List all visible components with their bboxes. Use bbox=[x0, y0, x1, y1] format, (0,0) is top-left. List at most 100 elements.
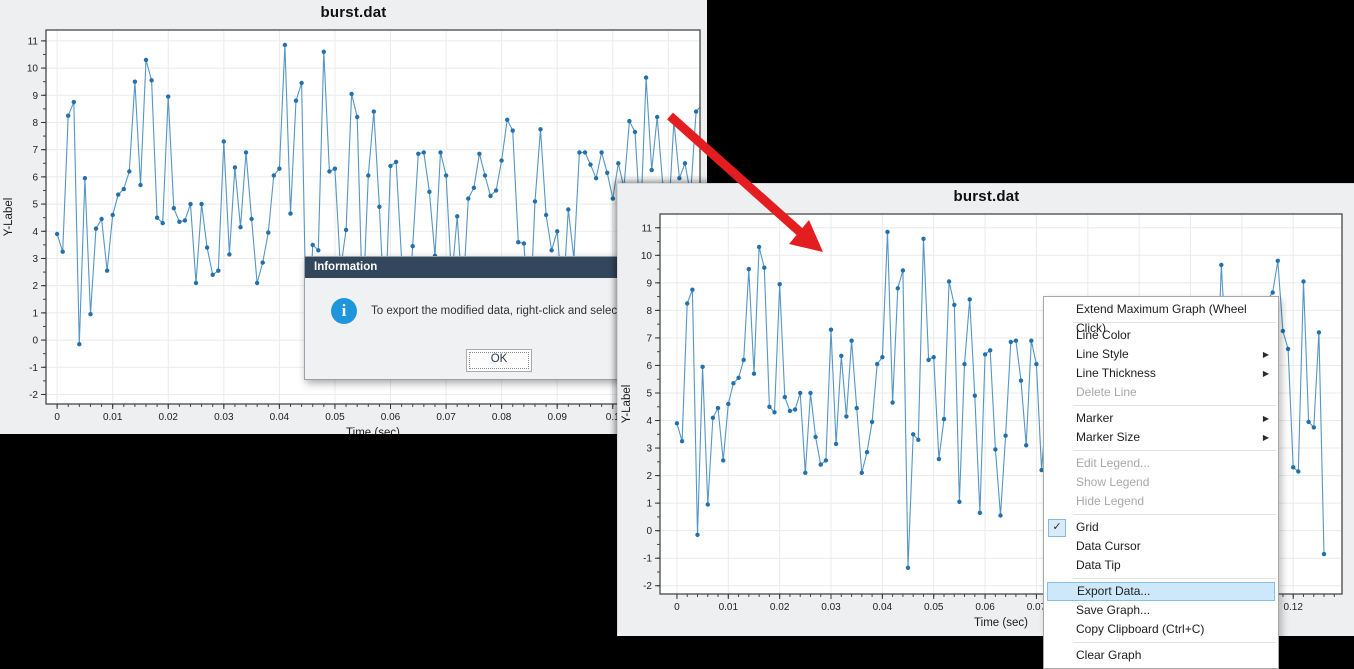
svg-text:0.02: 0.02 bbox=[770, 602, 790, 613]
menu-item-delete-line: Delete Line bbox=[1047, 383, 1275, 402]
svg-text:1: 1 bbox=[646, 499, 652, 510]
svg-text:0: 0 bbox=[646, 526, 652, 537]
svg-text:Y-Label: Y-Label bbox=[621, 385, 633, 424]
svg-text:5: 5 bbox=[646, 388, 652, 399]
svg-text:0.04: 0.04 bbox=[873, 602, 893, 613]
submenu-arrow-icon: ▶ bbox=[1262, 433, 1269, 442]
svg-text:8: 8 bbox=[32, 118, 38, 129]
svg-text:11: 11 bbox=[642, 223, 653, 234]
menu-item-export-data[interactable]: Export Data... bbox=[1047, 582, 1275, 601]
menu-separator bbox=[1073, 405, 1276, 406]
menu-separator bbox=[1073, 322, 1276, 323]
menu-item-label: Data Cursor bbox=[1076, 539, 1141, 553]
menu-item-line-thickness[interactable]: Line Thickness ▶ bbox=[1047, 364, 1275, 383]
menu-item-copy-clipboard-ctrl-c[interactable]: Copy Clipboard (Ctrl+C) bbox=[1047, 620, 1275, 639]
menu-item-data-tip[interactable]: Data Tip bbox=[1047, 556, 1275, 575]
menu-item-save-graph[interactable]: Save Graph... bbox=[1047, 601, 1275, 620]
menu-item-grid[interactable]: ✓ Grid bbox=[1047, 518, 1275, 537]
menu-item-label: Grid bbox=[1076, 520, 1099, 534]
menu-item-line-color[interactable]: Line Color bbox=[1047, 326, 1275, 345]
svg-text:-2: -2 bbox=[643, 581, 652, 592]
menu-item-label: Hide Legend bbox=[1076, 494, 1145, 508]
dialog-title: Information bbox=[314, 261, 378, 273]
svg-text:0: 0 bbox=[32, 336, 38, 347]
menu-separator bbox=[1073, 578, 1276, 579]
svg-text:0.01: 0.01 bbox=[103, 412, 123, 423]
svg-text:Time (sec): Time (sec) bbox=[346, 427, 400, 434]
menu-item-marker[interactable]: Marker ▶ bbox=[1047, 409, 1275, 428]
svg-text:1: 1 bbox=[32, 308, 38, 319]
svg-text:4: 4 bbox=[646, 416, 652, 427]
svg-text:0.05: 0.05 bbox=[924, 602, 944, 613]
svg-text:4: 4 bbox=[32, 227, 38, 238]
menu-item-label: Line Color bbox=[1076, 328, 1131, 342]
svg-text:0.03: 0.03 bbox=[821, 602, 841, 613]
submenu-arrow-icon: ▶ bbox=[1262, 414, 1269, 423]
svg-text:0.03: 0.03 bbox=[214, 412, 234, 423]
menu-item-label: Show Legend bbox=[1076, 475, 1150, 489]
menu-item-label: Marker Size bbox=[1076, 430, 1141, 444]
menu-item-label: Line Thickness bbox=[1076, 366, 1156, 380]
submenu-arrow-icon: ▶ bbox=[1262, 369, 1269, 378]
menu-item-label: Data Tip bbox=[1076, 558, 1121, 572]
svg-text:10: 10 bbox=[27, 64, 39, 75]
menu-item-label: Save Graph... bbox=[1076, 603, 1151, 617]
menu-item-line-style[interactable]: Line Style ▶ bbox=[1047, 345, 1275, 364]
ok-button[interactable]: OK bbox=[466, 349, 532, 372]
svg-text:0: 0 bbox=[54, 412, 60, 423]
svg-text:Y-Label: Y-Label bbox=[3, 198, 15, 237]
menu-item-label: Extend Maximum Graph (Wheel Click) bbox=[1076, 302, 1247, 335]
chart-title: burst.dat bbox=[953, 188, 1020, 205]
svg-text:0.1: 0.1 bbox=[606, 412, 620, 423]
svg-text:0.05: 0.05 bbox=[325, 412, 345, 423]
menu-item-hide-legend: Hide Legend bbox=[1047, 492, 1275, 511]
svg-text:-1: -1 bbox=[643, 554, 652, 565]
submenu-arrow-icon: ▶ bbox=[1262, 350, 1269, 359]
menu-item-label: Edit Legend... bbox=[1076, 456, 1151, 470]
svg-text:2: 2 bbox=[646, 471, 652, 482]
svg-text:0.06: 0.06 bbox=[381, 412, 401, 423]
menu-item-label: Delete Line bbox=[1076, 385, 1137, 399]
svg-text:6: 6 bbox=[646, 361, 652, 372]
menu-item-show-legend: Show Legend bbox=[1047, 473, 1275, 492]
chart-title: burst.dat bbox=[320, 4, 387, 21]
svg-text:0.09: 0.09 bbox=[547, 412, 567, 423]
menu-separator bbox=[1073, 642, 1276, 643]
svg-text:0: 0 bbox=[674, 602, 680, 613]
dialog-message: To export the modified data, right-click… bbox=[371, 305, 621, 317]
info-icon: i bbox=[331, 298, 357, 324]
svg-text:0.08: 0.08 bbox=[492, 412, 512, 423]
menu-item-label: Clear Graph bbox=[1076, 648, 1142, 662]
menu-item-label: Marker bbox=[1076, 411, 1114, 425]
menu-item-marker-size[interactable]: Marker Size ▶ bbox=[1047, 428, 1275, 447]
menu-item-label: Export Data... bbox=[1077, 584, 1151, 598]
svg-text:11: 11 bbox=[28, 36, 39, 47]
svg-text:3: 3 bbox=[32, 254, 38, 265]
svg-text:0.12: 0.12 bbox=[1283, 602, 1303, 613]
menu-separator bbox=[1073, 450, 1276, 451]
svg-text:0.07: 0.07 bbox=[436, 412, 456, 423]
svg-text:8: 8 bbox=[646, 306, 652, 317]
svg-text:6: 6 bbox=[32, 172, 38, 183]
svg-text:0.07: 0.07 bbox=[1027, 602, 1047, 613]
menu-item-extend-maximum-graph-wheel-click[interactable]: Extend Maximum Graph (Wheel Click) bbox=[1047, 300, 1275, 335]
svg-text:9: 9 bbox=[32, 91, 38, 102]
menu-item-label: Line Style bbox=[1076, 347, 1129, 361]
svg-text:-1: -1 bbox=[29, 363, 38, 374]
menu-item-clear-graph[interactable]: Clear Graph bbox=[1047, 646, 1275, 665]
dialog-body: i To export the modified data, right-cli… bbox=[305, 278, 725, 379]
menu-item-edit-legend: Edit Legend... bbox=[1047, 454, 1275, 473]
svg-text:10: 10 bbox=[641, 251, 653, 262]
svg-text:0.04: 0.04 bbox=[270, 412, 290, 423]
svg-text:0.01: 0.01 bbox=[719, 602, 739, 613]
svg-text:0.02: 0.02 bbox=[159, 412, 179, 423]
check-icon: ✓ bbox=[1048, 519, 1066, 537]
menu-item-data-cursor[interactable]: Data Cursor bbox=[1047, 537, 1275, 556]
svg-text:7: 7 bbox=[32, 145, 38, 156]
svg-text:5: 5 bbox=[32, 200, 38, 211]
svg-text:9: 9 bbox=[646, 278, 652, 289]
svg-text:7: 7 bbox=[646, 333, 652, 344]
svg-text:3: 3 bbox=[646, 444, 652, 455]
svg-text:-2: -2 bbox=[29, 390, 38, 401]
